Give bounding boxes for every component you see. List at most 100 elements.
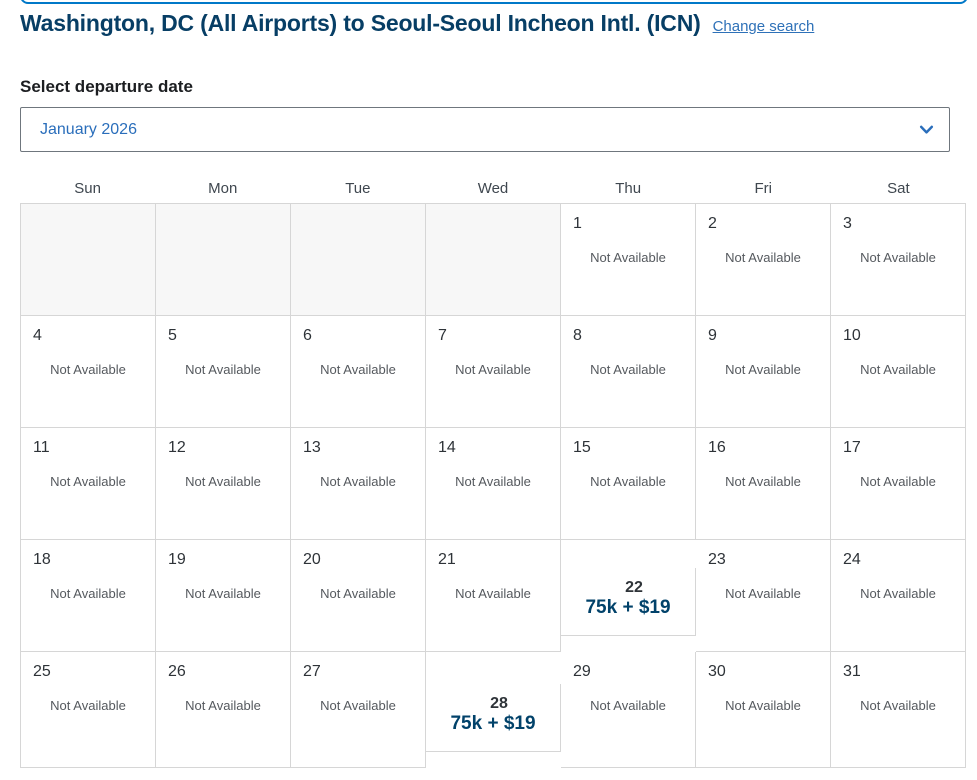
weekday-label: Thu <box>615 179 642 197</box>
day-number: 20 <box>303 551 321 568</box>
calendar-day-cell: 24 Not Available <box>831 540 966 652</box>
availability-status: Not Available <box>725 698 801 713</box>
day-number: 8 <box>573 327 582 344</box>
calendar-day-cell: 25 Not Available <box>21 652 156 768</box>
availability-status: Not Available <box>725 362 801 377</box>
calendar-day-cell: 11 Not Available <box>21 428 156 540</box>
day-number: 2 <box>708 215 717 232</box>
availability-status: Not Available <box>455 474 531 489</box>
weekday-header-row: Sun Mon Tue Wed Thu Fri Sat <box>20 173 966 203</box>
calendar-empty-cell <box>426 204 561 316</box>
weekday-label: Tue <box>345 179 371 197</box>
day-number: 29 <box>573 663 591 680</box>
day-number: 1 <box>573 215 582 232</box>
calendar-day-cell[interactable]: 28 75k + $19 <box>426 684 561 752</box>
availability-status: Not Available <box>860 474 936 489</box>
calendar-day-cell: 1 Not Available <box>561 204 696 316</box>
day-number: 15 <box>573 439 591 456</box>
calendar-day-cell: 17 Not Available <box>831 428 966 540</box>
day-number: 21 <box>438 551 456 568</box>
day-number: 4 <box>33 327 42 344</box>
weekday-label: Fri <box>754 179 773 197</box>
weekday-label: Sat <box>887 179 910 197</box>
day-number: 16 <box>708 439 726 456</box>
change-search-link[interactable]: Change search <box>712 18 815 35</box>
availability-status: Not Available <box>860 362 936 377</box>
availability-status: Not Available <box>50 362 126 377</box>
day-number: 26 <box>168 663 186 680</box>
award-price: 75k + $19 <box>450 713 536 734</box>
availability-status: Not Available <box>860 698 936 713</box>
availability-status: Not Available <box>185 362 261 377</box>
availability-status: Not Available <box>50 586 126 601</box>
calendar-day-cell: 4 Not Available <box>21 316 156 428</box>
calendar-day-cell: 26 Not Available <box>156 652 291 768</box>
collapsed-panel-edge <box>20 0 968 4</box>
calendar-day-cell: 29 Not Available <box>561 652 696 768</box>
month-select[interactable]: January 2026 <box>20 107 950 152</box>
calendar-day-cell: 20 Not Available <box>291 540 426 652</box>
availability-status: Not Available <box>50 698 126 713</box>
calendar-day-cell: 21 Not Available <box>426 540 561 652</box>
availability-status: Not Available <box>590 362 666 377</box>
availability-status: Not Available <box>185 698 261 713</box>
calendar-day-cell: 19 Not Available <box>156 540 291 652</box>
calendar-day-cell[interactable]: 22 75k + $19 <box>561 568 696 636</box>
availability-status: Not Available <box>320 474 396 489</box>
day-number: 24 <box>843 551 861 568</box>
availability-status: Not Available <box>320 362 396 377</box>
award-calendar: Sun Mon Tue Wed Thu Fri Sat 1 Not Available 2 Not… <box>20 173 966 768</box>
day-number: 5 <box>168 327 177 344</box>
calendar-grid: 1 Not Available 2 Not Available 3 Not Availab… <box>20 203 966 768</box>
day-number: 7 <box>438 327 447 344</box>
calendar-day-cell: 9 Not Available <box>696 316 831 428</box>
day-number: 6 <box>303 327 312 344</box>
availability-status: Not Available <box>590 698 666 713</box>
calendar-day-cell: 23 Not Available <box>696 540 831 652</box>
award-price: 75k + $19 <box>585 597 671 618</box>
weekday-label: Wed <box>477 179 509 197</box>
calendar-day-cell: 10 Not Available <box>831 316 966 428</box>
weekday-label: Sun <box>74 179 101 197</box>
availability-status: Not Available <box>590 474 666 489</box>
availability-status: Not Available <box>455 586 531 601</box>
day-number: 19 <box>168 551 186 568</box>
calendar-day-cell: 14 Not Available <box>426 428 561 540</box>
day-number: 13 <box>303 439 321 456</box>
search-summary-header: Washington, DC (All Airports) to Seoul-S… <box>0 0 977 37</box>
calendar-empty-cell <box>291 204 426 316</box>
calendar-day-cell: 18 Not Available <box>21 540 156 652</box>
weekday-label: Mon <box>208 179 238 197</box>
availability-status: Not Available <box>185 586 261 601</box>
availability-status: Not Available <box>590 250 666 265</box>
calendar-day-cell: 2 Not Available <box>696 204 831 316</box>
day-number: 25 <box>33 663 51 680</box>
calendar-day-cell: 27 Not Available <box>291 652 426 768</box>
day-number: 27 <box>303 663 321 680</box>
calendar-empty-cell <box>156 204 291 316</box>
availability-status: Not Available <box>860 586 936 601</box>
day-number: 18 <box>33 551 51 568</box>
day-number: 10 <box>843 327 861 344</box>
availability-status: Not Available <box>725 250 801 265</box>
day-number: 30 <box>708 663 726 680</box>
day-number: 28 <box>490 695 508 712</box>
availability-status: Not Available <box>455 362 531 377</box>
departure-date-label: Select departure date <box>20 77 193 96</box>
day-number: 3 <box>843 215 852 232</box>
selected-month-value: January 2026 <box>40 120 137 138</box>
availability-status: Not Available <box>725 474 801 489</box>
calendar-empty-cell <box>21 204 156 316</box>
calendar-day-cell: 15 Not Available <box>561 428 696 540</box>
day-number: 11 <box>33 439 50 456</box>
day-number: 31 <box>843 663 861 680</box>
calendar-day-cell: 5 Not Available <box>156 316 291 428</box>
day-number: 22 <box>625 579 643 596</box>
availability-status: Not Available <box>50 474 126 489</box>
calendar-day-cell: 31 Not Available <box>831 652 966 768</box>
day-number: 9 <box>708 327 717 344</box>
calendar-day-cell: 13 Not Available <box>291 428 426 540</box>
availability-status: Not Available <box>320 586 396 601</box>
calendar-day-cell: 30 Not Available <box>696 652 831 768</box>
